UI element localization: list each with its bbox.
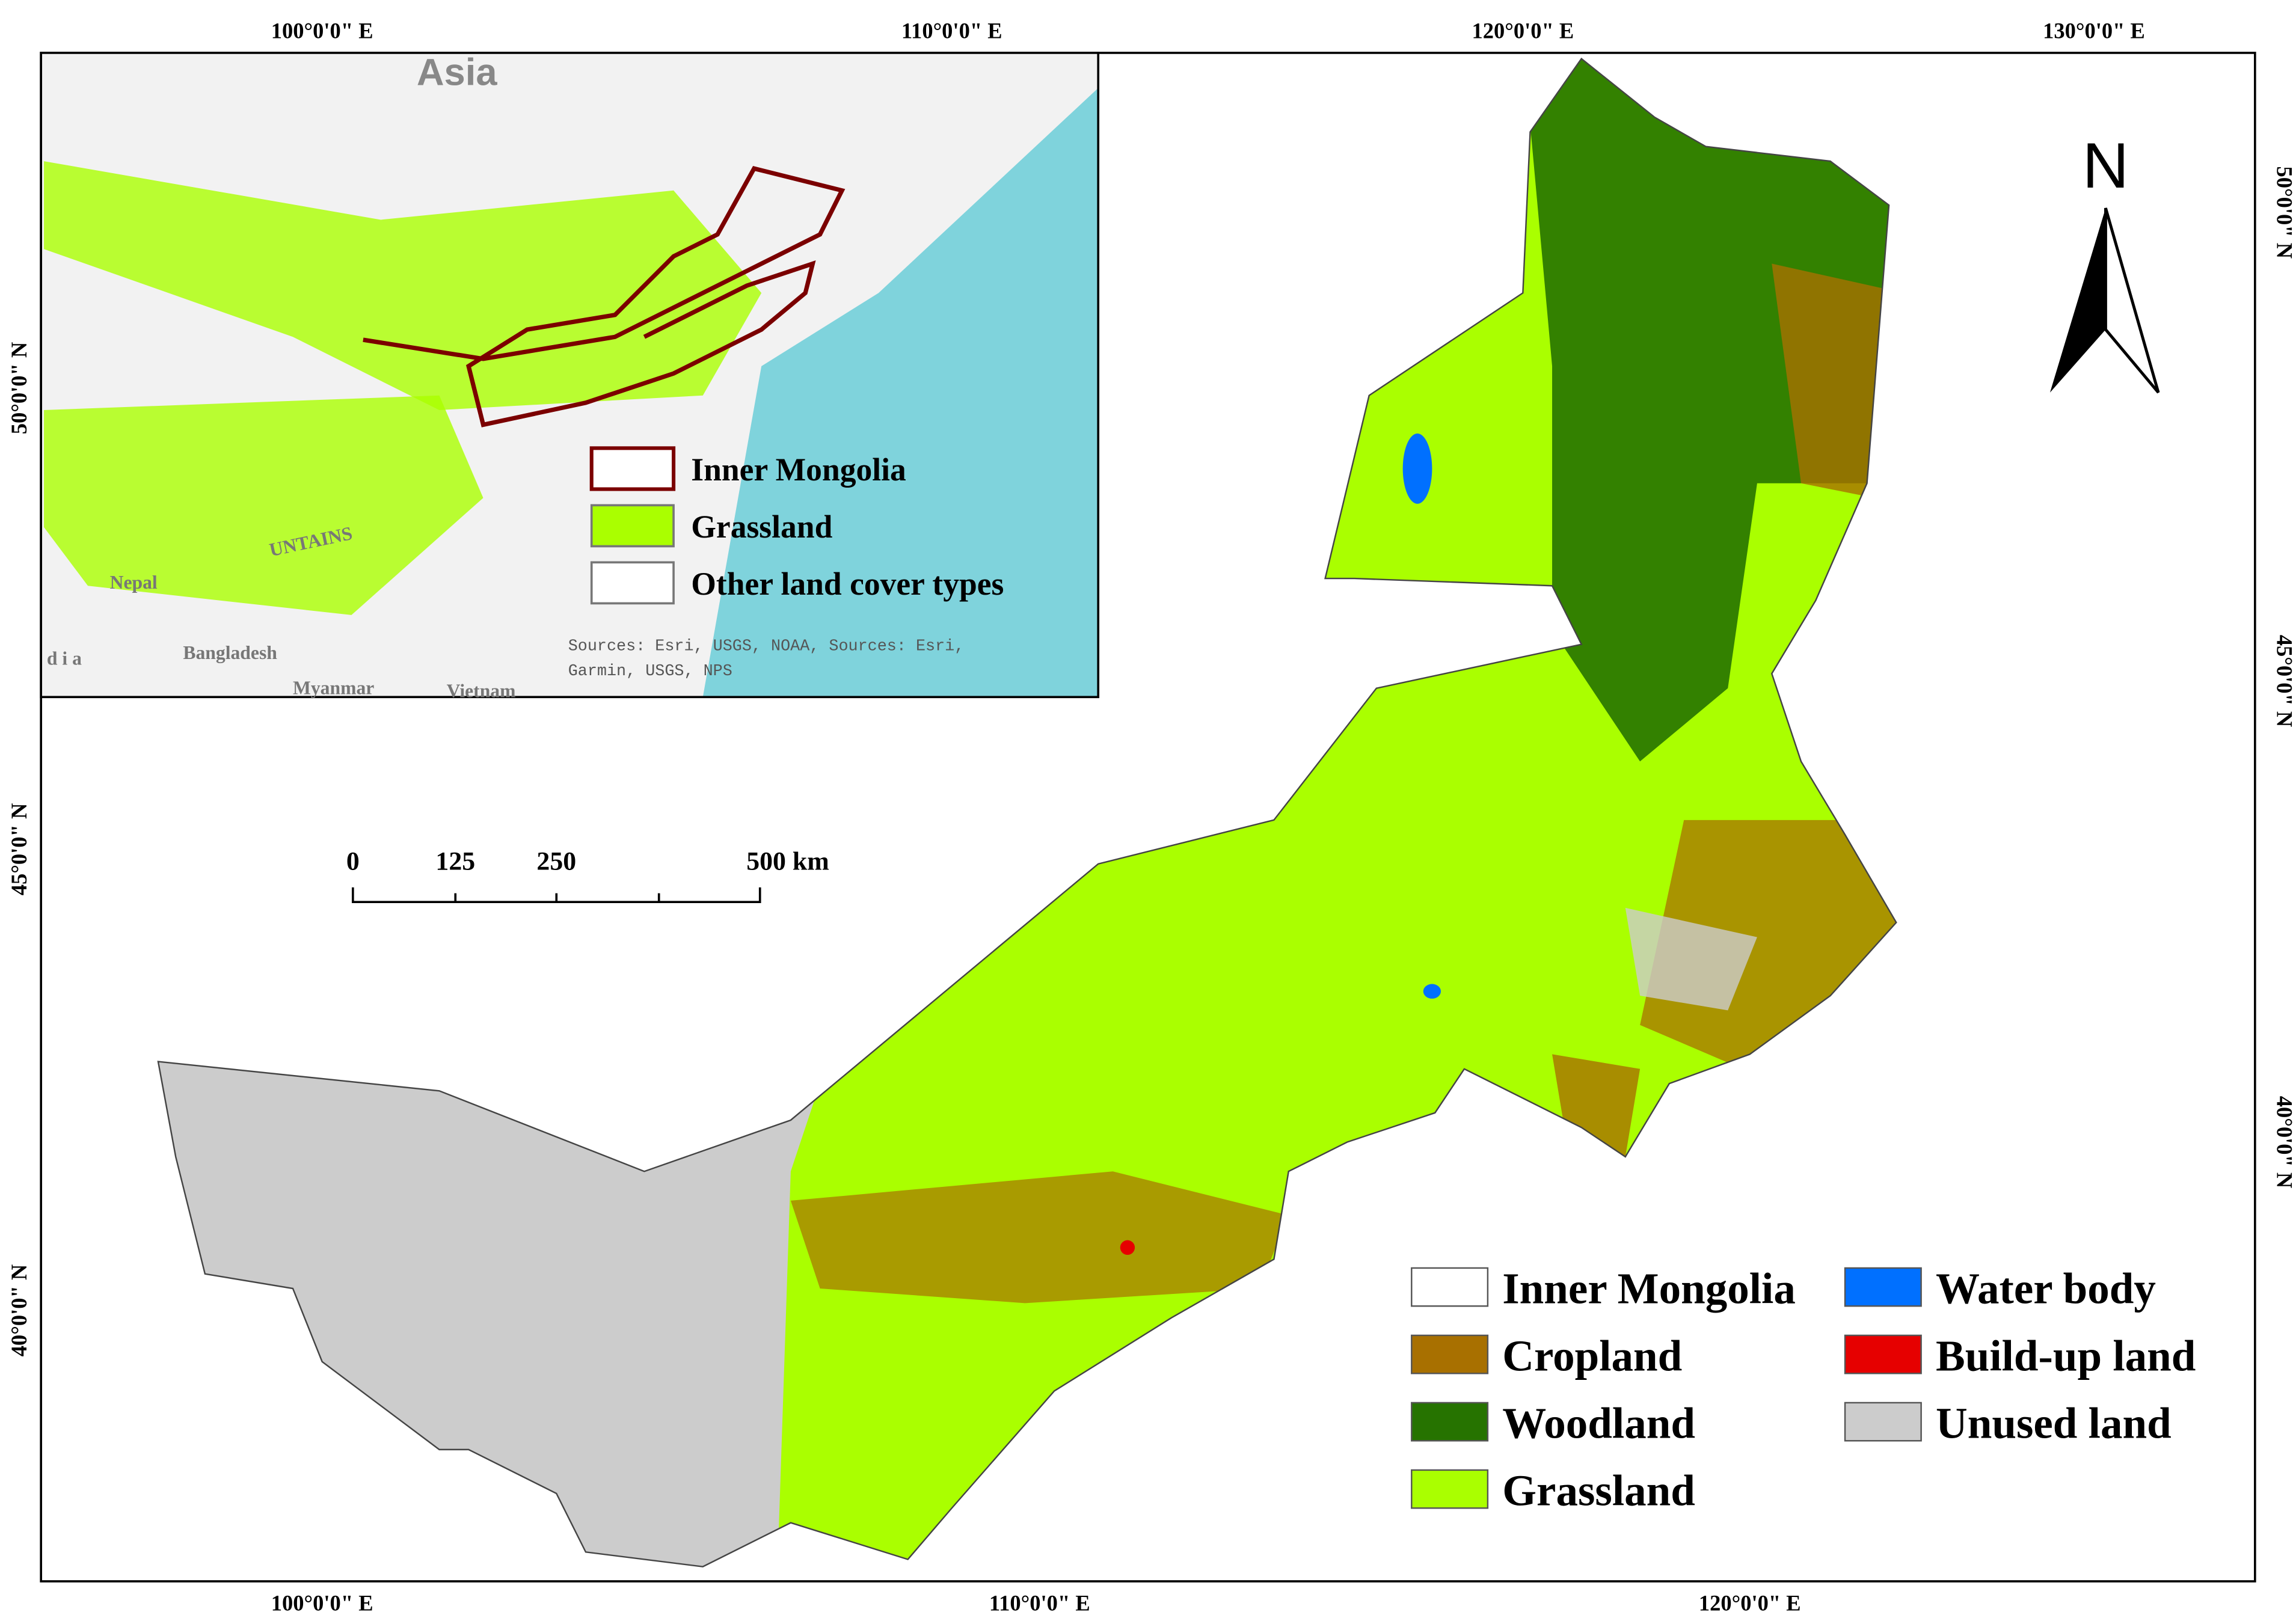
scale-label: 500 km	[746, 847, 829, 876]
legend-label: Unused land	[1936, 1399, 2172, 1447]
place-label: d i a	[47, 648, 82, 669]
grid-label: 120°0'0" E	[1472, 19, 1574, 43]
grid-label: 100°0'0" E	[271, 19, 373, 43]
legend-swatch	[1411, 1469, 1489, 1509]
scale-label: 0	[346, 847, 360, 876]
legend-label: Grassland	[1502, 1466, 1695, 1515]
legend-label: Other land cover types	[691, 566, 1004, 602]
grid-label: 45°0'0" N	[7, 803, 31, 896]
source-text: Garmin, USGS, NPS	[568, 663, 732, 681]
scale-bar	[351, 887, 761, 904]
legend-label: Water body	[1936, 1264, 2156, 1313]
grid-label: 130°0'0" E	[2043, 19, 2145, 43]
legend-swatch	[590, 561, 675, 605]
grid-label: 110°0'0" E	[901, 19, 1002, 43]
scale-label: 125	[435, 847, 475, 876]
inset-map	[41, 52, 1099, 697]
grid-label: 40°0'0" N	[7, 1264, 31, 1357]
legend-swatch	[590, 504, 675, 548]
scale-label: 250	[536, 847, 576, 876]
legend-swatch	[1844, 1334, 1922, 1374]
place-label: Bangladesh	[183, 642, 277, 663]
grid-label: 120°0'0" E	[1699, 1591, 1801, 1616]
legend-swatch	[1411, 1334, 1489, 1374]
grid-label: 40°0'0" N	[2272, 1096, 2296, 1189]
legend-swatch	[589, 446, 676, 491]
grid-label: 50°0'0" N	[2272, 167, 2296, 259]
legend-label: Build-up land	[1936, 1331, 2196, 1380]
inset-title: Asia	[417, 51, 497, 93]
legend-label: Cropland	[1502, 1331, 1682, 1380]
legend-label: Woodland	[1502, 1399, 1695, 1447]
place-label: Myanmar	[293, 677, 374, 698]
place-label: Nepal	[110, 572, 158, 593]
grid-label: 45°0'0" N	[2272, 635, 2296, 728]
grid-label: 50°0'0" N	[7, 342, 31, 435]
place-label: Vietnam	[447, 680, 516, 701]
north-arrow	[2104, 207, 2160, 394]
north-label: N	[2083, 129, 2129, 201]
inset-frame	[40, 52, 1100, 699]
grid-label: 100°0'0" E	[271, 1591, 373, 1616]
legend-swatch	[1411, 1267, 1489, 1307]
grid-label: 110°0'0" E	[989, 1591, 1090, 1616]
source-text: Sources: Esri, USGS, NOAA, Sources: Esri…	[568, 637, 965, 655]
legend-swatch	[1844, 1402, 1922, 1442]
legend-swatch	[1844, 1267, 1922, 1307]
legend-swatch	[1411, 1402, 1489, 1442]
legend-label: Inner Mongolia	[1502, 1264, 1796, 1313]
legend-label: Grassland	[691, 509, 832, 545]
legend-label: Inner Mongolia	[691, 452, 906, 488]
